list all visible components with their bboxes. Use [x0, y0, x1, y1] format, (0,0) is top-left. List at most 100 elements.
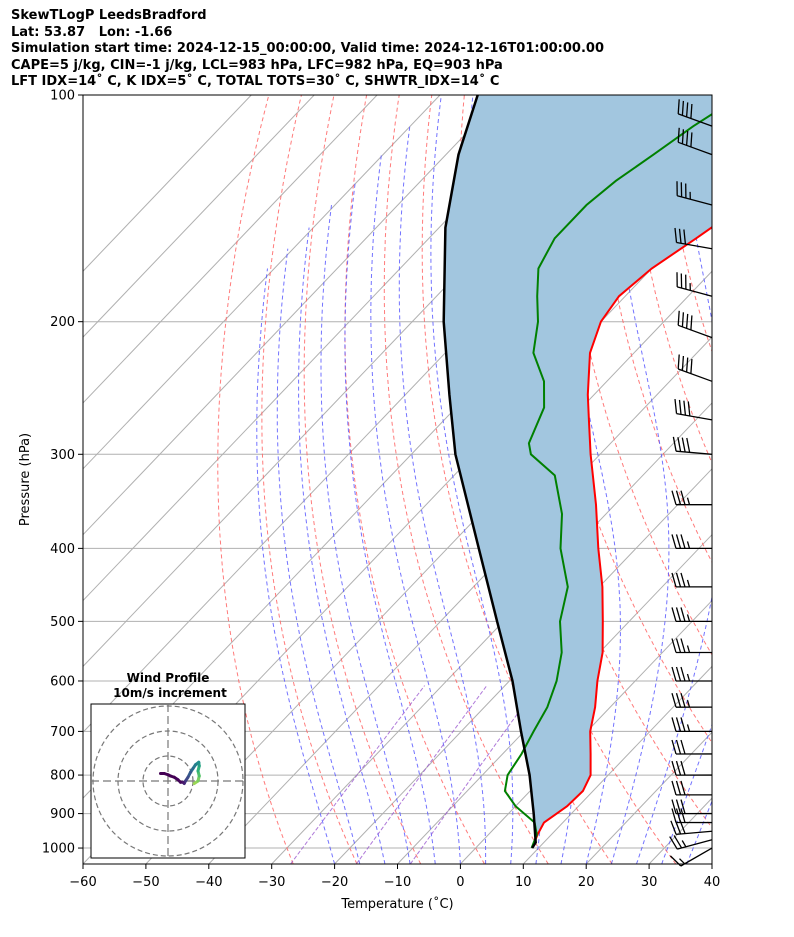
wind-barb — [674, 399, 713, 421]
x-tick-label: 40 — [704, 875, 721, 890]
barb-flag — [680, 490, 686, 505]
barb-flag — [680, 607, 686, 622]
wind-barb — [671, 693, 713, 708]
y-tick-label: 600 — [50, 674, 75, 689]
wind-barb — [671, 607, 713, 623]
y-tick-label: 500 — [50, 615, 75, 630]
barb-flag — [690, 103, 693, 119]
wind-barb — [669, 847, 713, 867]
parcel-profile — [442, 95, 537, 849]
barb-flag — [675, 638, 682, 653]
x-tick-label: 0 — [456, 875, 464, 890]
stability-indices-2: LFT IDX=14˚ C, K IDX=5˚ C, TOTAL TOTS=30… — [11, 74, 500, 89]
isotherm-line — [83, 95, 378, 404]
barb-flag — [669, 836, 678, 850]
barb-flag — [681, 437, 686, 453]
x-axis-label: Temperature (˚C) — [340, 896, 453, 912]
moist-adiabat-line — [256, 268, 336, 864]
barb-staff — [676, 412, 713, 421]
x-tick-label: −10 — [384, 875, 411, 890]
wind-barb — [677, 127, 713, 156]
dry-adiabat-line — [725, 95, 794, 864]
barb-flag — [675, 607, 682, 622]
temperature-profile — [531, 226, 712, 849]
barb-flag — [675, 693, 682, 708]
barb-flag — [675, 808, 682, 823]
x-tick-label: 10 — [515, 875, 532, 890]
barb-staff — [676, 241, 713, 250]
moist-adiabat-line — [398, 126, 487, 864]
x-tick-label: −30 — [258, 875, 285, 890]
moist-adiabat-line — [320, 204, 411, 864]
dry-adiabat-line — [383, 95, 549, 864]
x-tick-label: −50 — [132, 875, 159, 890]
barb-flag — [675, 780, 682, 796]
barb-half-flag — [686, 645, 691, 653]
barb-half-flag — [686, 700, 691, 708]
barb-flag — [671, 739, 677, 755]
barb-staff — [676, 450, 713, 455]
hodograph-title: Wind Profile — [127, 671, 210, 685]
station-title: SkewTLogP LeedsBradford — [11, 8, 207, 23]
wind-barb — [671, 717, 713, 733]
barb-staff — [677, 113, 713, 127]
y-tick-label: 800 — [50, 769, 75, 784]
isotherm-line — [83, 95, 441, 470]
barb-flag — [671, 638, 677, 653]
y-tick-label: 900 — [50, 807, 75, 822]
dry-adiabat-line — [303, 95, 422, 864]
barb-flag — [680, 572, 686, 588]
y-tick-label: 1000 — [42, 842, 75, 857]
barb-staff — [677, 839, 713, 850]
barb-flag — [677, 310, 680, 326]
barb-half-flag — [686, 579, 691, 588]
barb-flag — [680, 717, 686, 732]
barb-half-flag — [686, 541, 691, 549]
wind-barb — [671, 780, 713, 796]
isotherm-line — [83, 95, 567, 602]
wind-barb — [671, 666, 713, 682]
dewpoint-profile — [503, 113, 712, 849]
wind-barb — [671, 638, 713, 654]
barb-flag — [685, 357, 689, 373]
barb-staff — [680, 847, 713, 867]
hodograph-subtitle: 10m/s increment — [113, 686, 227, 700]
barb-flag — [685, 102, 689, 117]
y-tick-label: 100 — [50, 89, 75, 104]
barb-staff — [676, 830, 713, 836]
barb-flag — [680, 799, 686, 814]
barb-flag — [672, 436, 677, 452]
barb-half-flag — [686, 724, 691, 732]
isotherm-line — [83, 95, 504, 536]
isotherm-line — [711, 863, 712, 864]
moist-adiabat-line — [636, 95, 712, 864]
barb-flag — [675, 760, 682, 776]
barb-flag — [680, 666, 686, 682]
moist-adiabat-line — [344, 180, 436, 864]
mixing-ratio-line — [355, 685, 488, 864]
barb-flag — [675, 490, 682, 505]
barb-flag — [671, 717, 677, 732]
barb-flag — [675, 572, 682, 588]
barb-flag — [687, 401, 691, 416]
wind-barb — [671, 808, 713, 824]
y-tick-label: 700 — [50, 725, 75, 740]
wind-barb — [671, 572, 713, 588]
simulation-times: Simulation start time: 2024-12-15_00:00:… — [11, 41, 604, 56]
wind-barb — [671, 534, 713, 550]
barb-flag — [675, 739, 682, 755]
barb-flag — [677, 99, 680, 114]
wind-barb — [671, 799, 713, 815]
moist-adiabat-line — [430, 95, 514, 864]
barb-flag — [671, 693, 677, 708]
barb-staff — [677, 368, 713, 382]
isotherm-line — [271, 402, 712, 864]
stability-indices-1: CAPE=5 j/kg, CIN=-1 j/kg, LCL=983 hPa, L… — [11, 57, 503, 73]
dry-adiabat-line — [217, 95, 294, 864]
y-axis-label: Pressure (hPa) — [18, 433, 33, 526]
barb-flag — [677, 437, 682, 452]
barb-flag — [671, 666, 677, 682]
y-tick-label: 300 — [50, 448, 75, 463]
barb-half-flag — [686, 497, 691, 505]
